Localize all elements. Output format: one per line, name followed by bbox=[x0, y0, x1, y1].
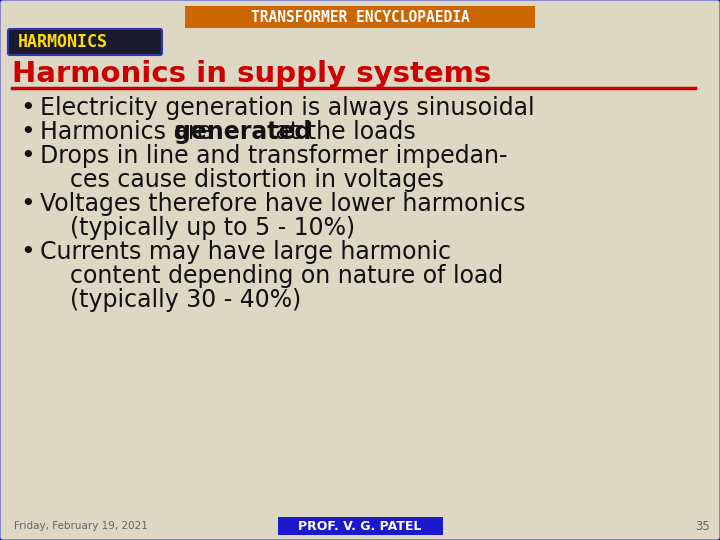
FancyBboxPatch shape bbox=[277, 517, 443, 535]
Text: Drops in line and transformer impedan-: Drops in line and transformer impedan- bbox=[40, 144, 508, 168]
Text: PROF. V. G. PATEL: PROF. V. G. PATEL bbox=[298, 519, 422, 532]
Text: ces cause distortion in voltages: ces cause distortion in voltages bbox=[40, 168, 444, 192]
Text: Harmonics in supply systems: Harmonics in supply systems bbox=[12, 60, 491, 88]
Text: Electricity generation is always sinusoidal: Electricity generation is always sinusoi… bbox=[40, 96, 535, 120]
Text: •: • bbox=[20, 96, 35, 120]
Text: Friday, February 19, 2021: Friday, February 19, 2021 bbox=[14, 521, 148, 531]
FancyBboxPatch shape bbox=[185, 6, 535, 28]
Text: 35: 35 bbox=[696, 519, 710, 532]
Text: HARMONICS: HARMONICS bbox=[18, 33, 108, 51]
Text: Currents may have large harmonic: Currents may have large harmonic bbox=[40, 240, 451, 265]
Text: •: • bbox=[20, 192, 35, 217]
Text: •: • bbox=[20, 144, 35, 168]
Text: TRANSFORMER ENCYCLOPAEDIA: TRANSFORMER ENCYCLOPAEDIA bbox=[251, 10, 469, 24]
Text: at the loads: at the loads bbox=[268, 120, 415, 144]
FancyBboxPatch shape bbox=[8, 29, 162, 55]
Text: •: • bbox=[20, 240, 35, 265]
Text: (typically 30 - 40%): (typically 30 - 40%) bbox=[40, 288, 301, 312]
Text: generated: generated bbox=[174, 120, 312, 144]
Text: (typically up to 5 - 10%): (typically up to 5 - 10%) bbox=[40, 217, 355, 240]
Text: Harmonics are: Harmonics are bbox=[40, 120, 219, 144]
Text: content depending on nature of load: content depending on nature of load bbox=[40, 265, 503, 288]
Text: •: • bbox=[20, 120, 35, 144]
Text: Voltages therefore have lower harmonics: Voltages therefore have lower harmonics bbox=[40, 192, 526, 217]
